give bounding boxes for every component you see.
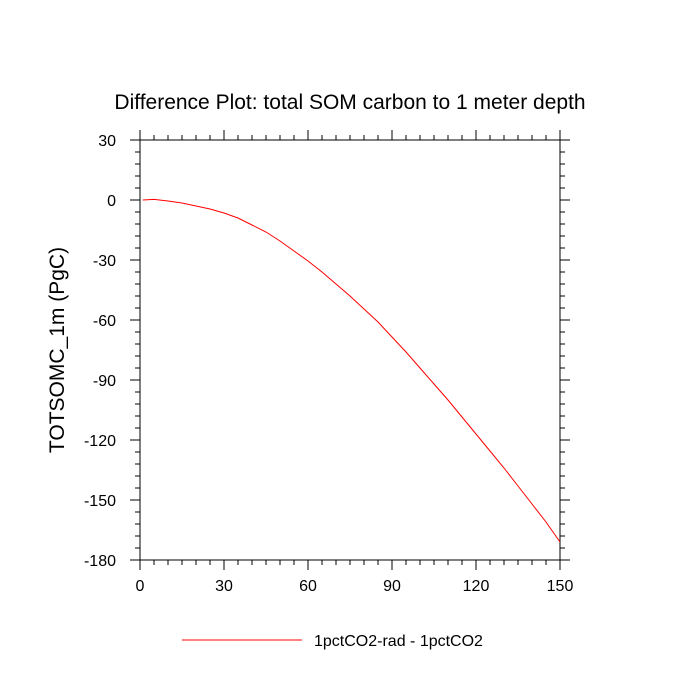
- chart-title: Difference Plot: total SOM carbon to 1 m…: [114, 91, 585, 114]
- x-tick-label: 90: [383, 578, 401, 595]
- x-tick-label: 0: [136, 578, 145, 595]
- x-tick-label: 30: [215, 578, 233, 595]
- y-tick-label: -60: [93, 313, 116, 330]
- legend-label: 1pctCO2-rad - 1pctCO2: [314, 633, 483, 650]
- y-tick-label: 30: [98, 133, 116, 150]
- x-tick-label: 120: [463, 578, 490, 595]
- x-tick-label: 60: [299, 578, 317, 595]
- tick-labels: 0 30 60 90 120 150 30 0 -30 -60 -90 -120 -150 -180: [84, 133, 573, 595]
- y-tick-label: -30: [93, 253, 116, 270]
- y-tick-label: -120: [84, 433, 116, 450]
- y-axis-label: TOTSOMC_1m (PgC): [46, 247, 69, 453]
- series-line: [142, 198, 561, 543]
- y-tick-label: 0: [107, 193, 116, 210]
- axis-ticks: [130, 130, 570, 570]
- y-tick-label: -150: [84, 493, 116, 510]
- x-tick-label: 150: [547, 578, 574, 595]
- y-tick-label: -90: [93, 373, 116, 390]
- plot-frame: [139, 139, 561, 561]
- series-lines: [142, 198, 561, 543]
- y-tick-label: -180: [84, 553, 116, 570]
- legend: 1pctCO2-rad - 1pctCO2: [182, 633, 483, 650]
